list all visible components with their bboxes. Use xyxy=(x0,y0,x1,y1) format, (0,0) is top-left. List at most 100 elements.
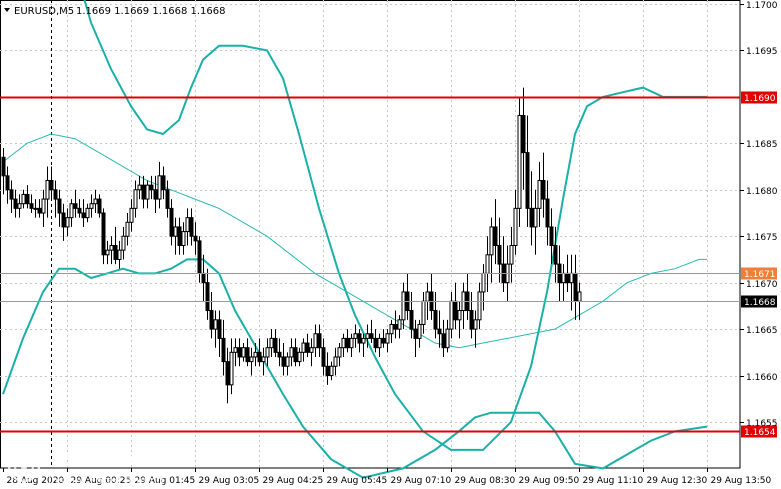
candle-body xyxy=(349,337,354,349)
price-tick-label: 1.1680 xyxy=(746,187,778,197)
candle-body xyxy=(57,198,62,214)
candle xyxy=(57,189,62,227)
candle-body xyxy=(525,152,530,209)
candle-body xyxy=(149,184,154,191)
candle xyxy=(181,222,186,255)
candle xyxy=(37,199,42,218)
candle-body xyxy=(161,175,166,191)
candle xyxy=(373,329,378,353)
candle xyxy=(521,87,526,190)
candle xyxy=(429,273,434,320)
candle xyxy=(169,199,174,246)
candle xyxy=(473,310,478,348)
candle xyxy=(497,217,502,283)
candle-body xyxy=(341,337,346,349)
candle xyxy=(185,208,190,246)
candle-body xyxy=(281,356,286,367)
candle-body xyxy=(285,356,290,367)
candle-body xyxy=(305,342,310,353)
candle-body xyxy=(469,310,474,330)
symbol-dropdown-icon[interactable] xyxy=(4,8,10,12)
candle xyxy=(245,338,250,367)
candle-body xyxy=(481,272,486,293)
candle xyxy=(365,324,370,348)
candle-body xyxy=(177,226,182,247)
candle-body xyxy=(329,365,334,377)
candle-body xyxy=(133,189,138,209)
plot-frame xyxy=(0,0,741,469)
candle-body xyxy=(145,184,150,200)
candle xyxy=(145,180,150,209)
candle xyxy=(461,282,466,330)
candle xyxy=(361,333,366,357)
level-price-label: 1.1690 xyxy=(744,94,776,104)
time-tick-label: 29 Aug 03:05 xyxy=(199,476,260,486)
candle-body xyxy=(565,272,570,284)
candle-body xyxy=(545,198,550,228)
candle-body xyxy=(457,310,462,321)
current-price-tag xyxy=(741,295,777,308)
candle xyxy=(69,199,74,227)
time-tick-label: 29 Aug 00:25 xyxy=(71,476,132,486)
candle-body xyxy=(441,333,446,349)
candle-body xyxy=(425,291,430,302)
candle xyxy=(493,199,498,265)
candle xyxy=(21,189,26,209)
candle-body xyxy=(85,207,90,219)
time-tick-label: 28 Aug 2020 xyxy=(7,476,65,486)
candle xyxy=(1,147,6,195)
candle xyxy=(213,310,218,348)
candle xyxy=(109,236,114,265)
candle-body xyxy=(229,351,234,386)
candle-body xyxy=(361,337,366,344)
candle-body xyxy=(533,207,538,228)
candle xyxy=(385,329,390,353)
candle-body xyxy=(317,333,322,349)
candle-body xyxy=(309,347,314,353)
candle xyxy=(257,338,262,367)
candle-body xyxy=(389,323,394,335)
candle-body xyxy=(165,189,170,209)
candle xyxy=(45,166,50,218)
upper-band-line xyxy=(83,0,707,451)
candle-body xyxy=(109,245,114,251)
time-tick-label: 29 Aug 01:45 xyxy=(135,476,196,486)
candle xyxy=(449,291,454,339)
candle xyxy=(445,319,450,353)
candle xyxy=(465,273,470,320)
candle xyxy=(197,236,202,283)
candle-body xyxy=(357,333,362,344)
candle-body xyxy=(185,217,190,233)
candle-body xyxy=(493,226,498,247)
candle-body xyxy=(513,207,518,247)
time-tick-label: 29 Aug 11:10 xyxy=(583,476,644,486)
candle-body xyxy=(577,291,582,302)
candle xyxy=(481,264,486,311)
price-tick-label: 1.1655 xyxy=(746,419,778,429)
candle-body xyxy=(33,207,38,210)
candle xyxy=(393,310,398,339)
candle xyxy=(89,194,94,218)
candle-body xyxy=(81,212,86,219)
candle-body xyxy=(293,347,298,363)
candle xyxy=(161,166,166,200)
price-tick-label: 1.1685 xyxy=(746,140,778,150)
current-price-label: 1.1668 xyxy=(744,298,776,308)
candle-body xyxy=(61,212,66,228)
candle xyxy=(341,333,346,357)
candle xyxy=(165,180,170,218)
candle-body xyxy=(561,272,566,284)
candle xyxy=(305,333,310,357)
candle xyxy=(533,189,538,255)
candle xyxy=(469,291,474,339)
candle-body xyxy=(421,300,426,325)
candle xyxy=(229,338,234,395)
candle-body xyxy=(521,114,526,154)
candle xyxy=(433,291,438,339)
candle xyxy=(541,152,546,218)
candle xyxy=(549,208,554,265)
price-tick-label: 1.1675 xyxy=(746,233,778,243)
candle xyxy=(289,338,294,367)
candle-body xyxy=(77,207,82,214)
